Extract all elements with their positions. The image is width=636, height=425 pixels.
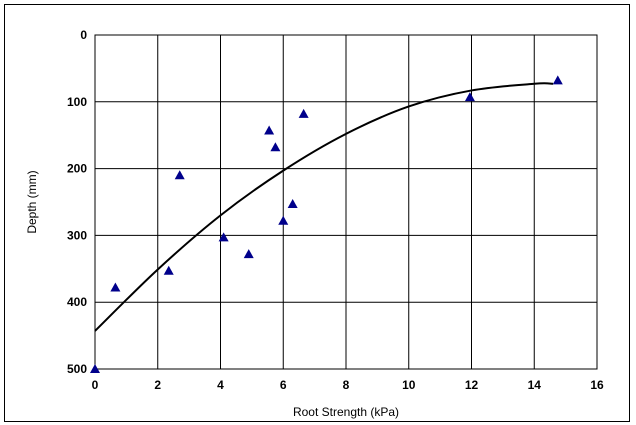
y-axis-title: Depth (mm) (25, 170, 39, 233)
data-point-triangle (552, 75, 563, 85)
x-tick-label: 2 (154, 378, 161, 392)
x-tick-label: 6 (280, 378, 287, 392)
data-point-triangle (270, 142, 281, 152)
x-tick-labels: 0 2 4 6 8 10 12 14 16 (92, 378, 604, 392)
data-point-triangle (464, 92, 475, 102)
data-point-triangle (163, 265, 174, 275)
data-point-triangle (278, 215, 289, 225)
trendline (94, 82, 554, 332)
x-axis-title: Root Strength (kPa) (293, 405, 399, 419)
x-tick-label: 16 (590, 378, 604, 392)
y-tick-label: 500 (67, 362, 87, 376)
chart-frame (4, 4, 630, 422)
plot-area-border (94, 34, 598, 370)
y-tick-labels: 0 100 200 300 400 500 (67, 28, 87, 376)
x-tick-label: 14 (528, 378, 542, 392)
x-tick-label: 0 (92, 378, 99, 392)
y-tick-label: 400 (67, 295, 87, 309)
data-point-triangle (287, 199, 298, 209)
x-tick-label: 10 (402, 378, 416, 392)
data-point-triangle (218, 232, 229, 242)
x-tick-label: 12 (465, 378, 479, 392)
x-tick-label: 8 (343, 378, 350, 392)
data-point-triangle (243, 249, 254, 259)
data-point-triangle (90, 364, 100, 373)
y-tick-label: 300 (67, 228, 87, 242)
y-tick-label: 200 (67, 162, 87, 176)
data-point-triangle (298, 108, 309, 118)
data-points (90, 75, 563, 373)
data-point-triangle (174, 170, 185, 180)
y-tick-label: 100 (67, 95, 87, 109)
x-tick-label: 4 (217, 378, 224, 392)
data-point-triangle (264, 125, 275, 135)
y-tick-label: 0 (80, 28, 87, 42)
data-point-triangle (110, 282, 121, 292)
